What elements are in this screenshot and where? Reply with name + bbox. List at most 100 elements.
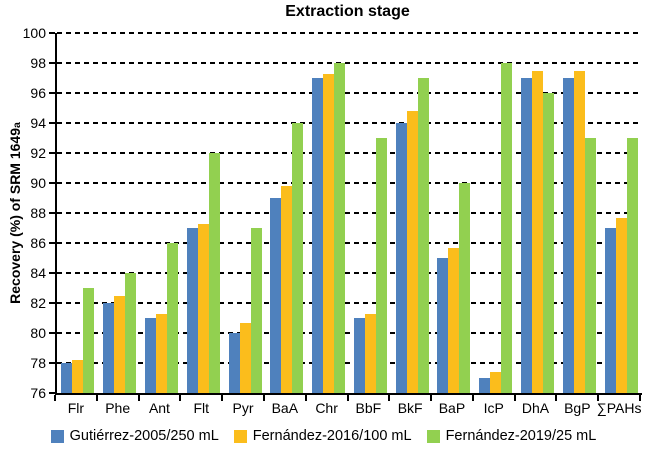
- legend-swatch-icon: [426, 429, 440, 443]
- y-tick-label-96: 96: [30, 85, 46, 101]
- bar-Flr-series2: [72, 360, 84, 393]
- bar-BaP-series3: [459, 183, 471, 393]
- bar-Flr-series1: [61, 363, 73, 393]
- bar-Flt-series2: [197, 223, 209, 393]
- y-tick-label-84: 84: [30, 265, 46, 281]
- x-tick-mark: [346, 395, 349, 401]
- bar-DhA-series3: [543, 93, 555, 393]
- bar-BgP-series3: [584, 138, 596, 393]
- x-tick-label-∑PAHs: ∑PAHs: [596, 400, 642, 416]
- y-tick-label-88: 88: [30, 205, 46, 221]
- y-tick-mark: [49, 392, 55, 394]
- x-tick-mark: [54, 395, 56, 401]
- bar-Flr-series3: [83, 288, 95, 393]
- gridline-82: [57, 302, 642, 304]
- gridline-94: [57, 122, 642, 124]
- y-tick-mark: [49, 302, 55, 304]
- bar-BkF-series3: [417, 78, 429, 393]
- x-tick-label-Ant: Ant: [148, 400, 170, 416]
- bar-Pyr-series3: [250, 228, 262, 393]
- y-tick-label-82: 82: [30, 295, 46, 311]
- bar-BbF-series1: [353, 318, 365, 393]
- x-tick-label-Pyr: Pyr: [232, 400, 254, 416]
- y-tick-mark: [49, 62, 55, 64]
- x-tick-mark: [388, 395, 391, 401]
- y-tick-label-92: 92: [30, 145, 46, 161]
- gridline-90: [57, 182, 642, 184]
- y-tick-label-78: 78: [30, 355, 46, 371]
- legend-item-1: Gutiérrez-2005/250 mL: [50, 428, 219, 444]
- legend-swatch-icon: [233, 429, 247, 443]
- y-tick-label-76: 76: [30, 385, 46, 401]
- x-tick-label-BbF: BbF: [355, 400, 382, 416]
- gridline-100: [57, 32, 642, 34]
- x-tick-mark: [513, 395, 516, 401]
- bar-BkF-series2: [406, 111, 418, 393]
- bar-Chr-series3: [334, 63, 346, 393]
- x-tick-label-BaA: BaA: [271, 400, 299, 416]
- legend-swatch-icon: [50, 429, 64, 443]
- y-tick-mark: [49, 362, 55, 364]
- bar-BkF-series1: [395, 123, 407, 393]
- bar-Phe-series3: [125, 273, 137, 393]
- plot-area: [55, 32, 642, 395]
- y-tick-label-94: 94: [30, 115, 46, 131]
- gridline-98: [57, 62, 642, 64]
- x-tick-mark: [137, 395, 140, 401]
- x-tick-mark: [95, 395, 98, 401]
- bar-Pyr-series2: [239, 322, 251, 393]
- x-tick-mark: [179, 395, 182, 401]
- x-tick-label-BaP: BaP: [438, 400, 466, 416]
- x-tick-label-Flr: Flr: [67, 400, 85, 416]
- gridline-84: [57, 272, 642, 274]
- y-tick-mark: [49, 242, 55, 244]
- bar-Phe-series1: [103, 303, 115, 393]
- y-tick-label-86: 86: [30, 235, 46, 251]
- chart-title: Extraction stage: [285, 3, 410, 20]
- gridline-78: [57, 362, 642, 364]
- bar-BgP-series1: [562, 78, 574, 393]
- x-tick-mark: [597, 395, 600, 401]
- x-tick-mark: [221, 395, 224, 401]
- y-tick-label-90: 90: [30, 175, 46, 191]
- x-tick-mark: [471, 395, 474, 401]
- bar-IcP-series3: [501, 63, 513, 393]
- x-tick-mark: [430, 395, 433, 401]
- gridline-86: [57, 242, 642, 244]
- bar-Pyr-series1: [228, 333, 240, 393]
- bar-∑PAHs-series1: [604, 228, 616, 393]
- bar-BaA-series1: [270, 198, 282, 393]
- bar-∑PAHs-series3: [626, 138, 638, 393]
- x-tick-label-Flt: Flt: [193, 400, 210, 416]
- bar-Ant-series3: [166, 243, 178, 393]
- legend-item-3: Fernández-2019/25 mL: [426, 428, 597, 444]
- gridline-80: [57, 332, 642, 334]
- gridline-88: [57, 212, 642, 214]
- legend-label: Fernández-2019/25 mL: [445, 428, 597, 444]
- bar-Chr-series1: [312, 78, 324, 393]
- bar-BaP-series1: [437, 258, 449, 393]
- x-tick-label-BkF: BkF: [397, 400, 423, 416]
- legend-label: Gutiérrez-2005/250 mL: [69, 428, 219, 444]
- y-tick-mark: [49, 122, 55, 124]
- x-tick-label-DhA: DhA: [521, 400, 550, 416]
- bar-BaA-series2: [281, 186, 293, 393]
- bar-DhA-series2: [532, 70, 544, 393]
- x-tick-label-BgP: BgP: [564, 400, 591, 416]
- x-tick-mark: [262, 395, 265, 401]
- bar-IcP-series2: [490, 372, 502, 393]
- bar-BaA-series3: [292, 123, 304, 393]
- x-tick-label-Phe: Phe: [105, 400, 131, 416]
- bar-Flt-series1: [186, 228, 198, 393]
- x-tick-label-Chr: Chr: [315, 400, 338, 416]
- bar-Flt-series3: [208, 153, 220, 393]
- y-tick-label-98: 98: [30, 55, 46, 71]
- bar-IcP-series1: [479, 378, 491, 393]
- bar-BbF-series3: [375, 138, 387, 393]
- x-tick-label-IcP: IcP: [483, 400, 504, 416]
- bar-Ant-series2: [155, 313, 167, 393]
- y-tick-label-80: 80: [30, 325, 46, 341]
- bar-Phe-series2: [114, 295, 126, 393]
- x-tick-mark: [304, 395, 307, 401]
